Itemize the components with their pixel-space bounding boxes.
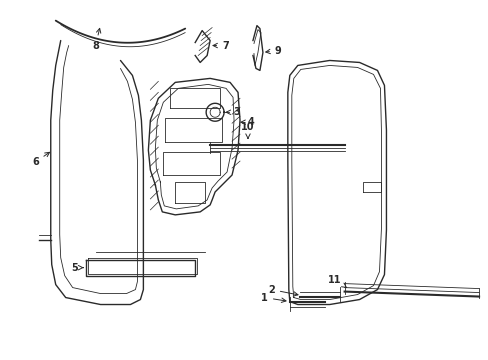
Text: 4: 4 xyxy=(241,117,254,127)
Text: 11: 11 xyxy=(327,275,346,288)
Text: 6: 6 xyxy=(32,152,49,167)
Text: 7: 7 xyxy=(213,41,228,50)
Text: 3: 3 xyxy=(225,107,239,117)
Text: 10: 10 xyxy=(241,122,254,138)
Text: 2: 2 xyxy=(267,284,297,296)
Text: 9: 9 xyxy=(265,45,281,55)
Text: 1: 1 xyxy=(261,293,285,302)
Text: 8: 8 xyxy=(92,28,101,50)
Text: 5: 5 xyxy=(71,263,83,273)
